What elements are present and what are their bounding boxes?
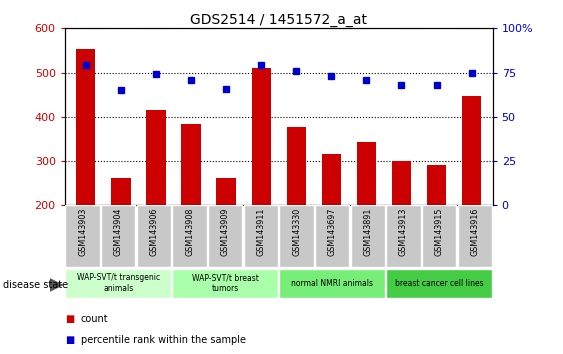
Text: ■: ■ (65, 314, 74, 324)
Polygon shape (50, 278, 64, 292)
Bar (208, 205, 242, 267)
Bar (422, 205, 456, 267)
Text: GSM143330: GSM143330 (292, 208, 301, 256)
Bar (458, 205, 492, 267)
Text: GSM143915: GSM143915 (435, 208, 444, 256)
Text: GSM143911: GSM143911 (256, 208, 265, 256)
Text: count: count (81, 314, 108, 324)
Text: breast cancer cell lines: breast cancer cell lines (395, 279, 484, 288)
Text: GSM143891: GSM143891 (363, 208, 372, 256)
Bar (321, 154, 341, 205)
Bar (315, 205, 349, 267)
Text: WAP-SVT/t breast
tumors: WAP-SVT/t breast tumors (192, 274, 258, 293)
Bar (392, 161, 411, 205)
Text: GSM143909: GSM143909 (221, 208, 230, 256)
Text: GSM143906: GSM143906 (149, 208, 158, 256)
Text: GSM143904: GSM143904 (114, 208, 123, 256)
Bar (101, 205, 135, 267)
Text: GSM143916: GSM143916 (470, 208, 479, 256)
Bar (386, 269, 492, 297)
Bar (76, 49, 96, 205)
Bar (279, 269, 385, 297)
Text: WAP-SVT/t transgenic
animals: WAP-SVT/t transgenic animals (77, 274, 160, 293)
Text: normal NMRI animals: normal NMRI animals (291, 279, 373, 288)
Text: ■: ■ (65, 335, 74, 345)
Bar (427, 165, 446, 205)
Text: GSM143908: GSM143908 (185, 208, 194, 256)
Text: GSM143913: GSM143913 (399, 208, 408, 256)
Bar (172, 269, 278, 297)
Bar (216, 178, 236, 205)
Bar (172, 205, 207, 267)
Bar (462, 96, 481, 205)
Title: GDS2514 / 1451572_a_at: GDS2514 / 1451572_a_at (190, 13, 367, 27)
Bar (252, 68, 271, 205)
Bar (279, 205, 314, 267)
Bar (181, 124, 200, 205)
Bar (111, 178, 131, 205)
Text: GSM143903: GSM143903 (78, 208, 87, 256)
Bar (65, 205, 100, 267)
Bar (386, 205, 421, 267)
Bar (287, 127, 306, 205)
Text: percentile rank within the sample: percentile rank within the sample (81, 335, 245, 345)
Bar (137, 205, 171, 267)
Bar (351, 205, 385, 267)
Bar (357, 143, 376, 205)
Bar (146, 110, 166, 205)
Text: disease state: disease state (3, 280, 68, 290)
Text: GSM143697: GSM143697 (328, 208, 337, 256)
Bar (65, 269, 171, 297)
Bar (244, 205, 278, 267)
